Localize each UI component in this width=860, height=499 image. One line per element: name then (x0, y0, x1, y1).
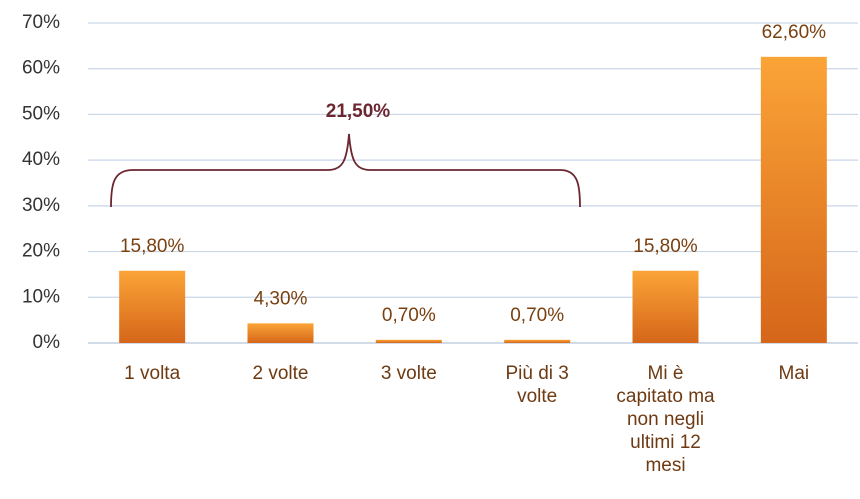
bar (119, 270, 186, 343)
bar (632, 270, 699, 343)
y-tick-label: 10% (22, 286, 60, 307)
data-label: 15,80% (633, 236, 698, 257)
data-label: 62,60% (762, 22, 827, 43)
data-label: 15,80% (120, 236, 185, 257)
x-tick-label: 3 volte (381, 363, 437, 384)
x-tick-label: Mi è capitato ma non negli ultimi 12 mesi (616, 363, 715, 476)
x-tick-label: 2 volte (253, 363, 309, 384)
y-tick-label: 40% (22, 149, 60, 170)
data-label: 0,70% (510, 305, 564, 326)
x-tick-label: Più di 3 volte (505, 363, 568, 407)
bar (247, 323, 314, 343)
x-tick-label: 1 volta (124, 363, 180, 384)
y-tick-label: 30% (22, 195, 60, 216)
y-tick-label: 20% (22, 241, 60, 262)
y-tick-label: 70% (22, 12, 60, 33)
data-label: 4,30% (254, 288, 308, 309)
annotation: 21,50% (326, 101, 391, 122)
y-tick-label: 0% (33, 332, 61, 353)
data-label: 0,70% (382, 305, 436, 326)
bar (504, 339, 571, 343)
bar (760, 56, 827, 343)
x-tick-label: Mai (779, 363, 810, 384)
brace (110, 133, 581, 208)
bar (375, 339, 442, 343)
y-tick-label: 60% (22, 58, 60, 79)
y-tick-label: 50% (22, 103, 60, 124)
